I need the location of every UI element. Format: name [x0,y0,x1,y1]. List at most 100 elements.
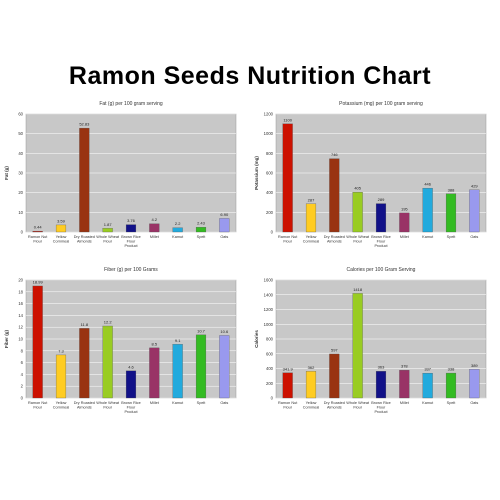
y-tick-label: 1600 [264,278,274,283]
potassium-chart: Potassium (mg) per 100 gram serving 0 200 4… [254,101,487,248]
x-tick-label: Dry Roasted Almonds [324,401,345,410]
y-tick-label: 20 [18,190,23,195]
data-label: 746 [331,152,338,157]
x-tick-label: Yellow Cornmeal [53,235,70,244]
y-tick-label: 20 [18,278,23,283]
data-label: 363 [378,365,385,370]
calories-chart: Calories per 100 Gram Serving 0 200 400 600 8… [254,267,487,414]
y-tick-label: 4 [21,372,24,377]
bar [195,227,207,233]
data-label: 389 [471,363,478,368]
bar [329,158,340,233]
bar [125,370,137,399]
x-tick-label: Ramon Nut Flour [278,235,298,244]
bar [282,372,293,399]
chart-title: Calories per 100 Gram Serving [347,267,416,273]
x-tick-label: Dry Roasted Almonds [74,235,95,244]
x-tick-label: Brown Rice Flour Product [121,235,140,248]
y-tick-label: 0 [21,396,24,401]
bar [399,212,410,233]
x-tick-label: Ramon Nut Flour [278,401,298,410]
data-label: 338 [448,367,455,372]
bar [399,369,410,399]
data-label: 2.43 [197,221,206,226]
data-label: 1418 [353,287,363,292]
y-tick-label: 200 [266,210,274,215]
bar [32,230,43,233]
y-tick-label: 800 [266,151,274,156]
x-tick-label: Ramon Nut Flour [28,235,48,244]
data-label: 9.1 [175,338,181,343]
bar [172,344,183,399]
data-label: 52.83 [79,122,90,127]
bar [55,354,67,399]
y-tick-label: 30 [18,171,23,176]
data-label: 3.59 [57,218,66,223]
y-tick-label: 14 [18,313,23,318]
data-label: 7.3 [58,348,64,353]
chart-title: Fat (g) per 100 gram serving [99,101,163,107]
chart-title: Potassium (mg) per 100 gram serving [339,101,423,107]
y-axis-label: Calories [254,330,259,348]
bar [469,369,480,399]
bar [422,372,433,399]
data-label: 362 [308,365,315,370]
bar [195,334,207,399]
x-tick-label: Millet [150,235,160,239]
x-tick-label: Kamut [172,235,184,239]
y-tick-label: 10 [18,337,23,342]
y-tick-label: 600 [266,351,274,356]
y-tick-label: 16 [18,301,23,306]
bar [422,187,433,233]
x-tick-label: Dry Roasted Almonds [324,235,345,244]
chart-title: Fiber (g) per 100 Grams [104,267,158,273]
bar [149,223,160,233]
data-label: 4.2 [152,217,158,222]
bar [305,203,317,233]
data-label: 388 [448,187,455,192]
y-tick-label: 10 [18,210,23,215]
data-label: 378 [401,364,408,369]
y-tick-label: 1400 [264,292,274,297]
y-tick-label: 1000 [264,322,274,327]
y-tick-label: 50 [18,131,23,136]
x-tick-label: Whole Wheat Flour [346,401,370,410]
data-label: 10.7 [197,328,206,333]
x-tick-label: Brown Rice Flour Product [371,401,390,414]
data-label: 289 [378,197,385,202]
x-tick-label: Oats [470,401,478,405]
x-tick-label: Millet [150,401,160,405]
data-label: 3.76 [127,218,136,223]
x-tick-label: Kamut [172,401,184,405]
y-tick-label: 0 [271,396,274,401]
x-tick-label: Oats [220,401,228,405]
fiber-chart: Fiber (g) per 100 Grams 0 2 4 6 8 10 12 14 16 18 20… [4,267,237,414]
data-label: 429 [471,183,478,188]
bar [102,325,113,399]
x-tick-label: Spelt [197,235,207,239]
y-tick-label: 18 [18,289,23,294]
y-tick-label: 8 [21,348,24,353]
data-label: 341.9 [283,366,294,371]
y-axis-label: Potassium (mg) [254,156,259,190]
x-tick-label: Spelt [447,235,457,239]
data-label: 10.6 [220,329,229,334]
bar [282,123,293,233]
bar [149,347,160,399]
y-tick-label: 1000 [264,131,274,136]
x-tick-label: Kamut [422,401,434,405]
y-tick-label: 0 [21,230,24,235]
y-tick-label: 60 [18,112,23,117]
y-tick-label: 800 [266,337,274,342]
x-tick-label: Oats [470,235,478,239]
page-title: Ramon Seeds Nutrition Chart [68,62,432,90]
bar [305,371,317,399]
y-tick-label: 1200 [264,307,274,312]
bar [352,192,363,233]
data-label: 11.8 [81,322,89,327]
bar [219,335,230,399]
data-label: 6.90 [220,212,229,217]
x-tick-label: Dry Roasted Almonds [74,401,95,410]
x-tick-label: Brown Rice Flour Product [371,235,390,248]
bar [329,353,340,399]
